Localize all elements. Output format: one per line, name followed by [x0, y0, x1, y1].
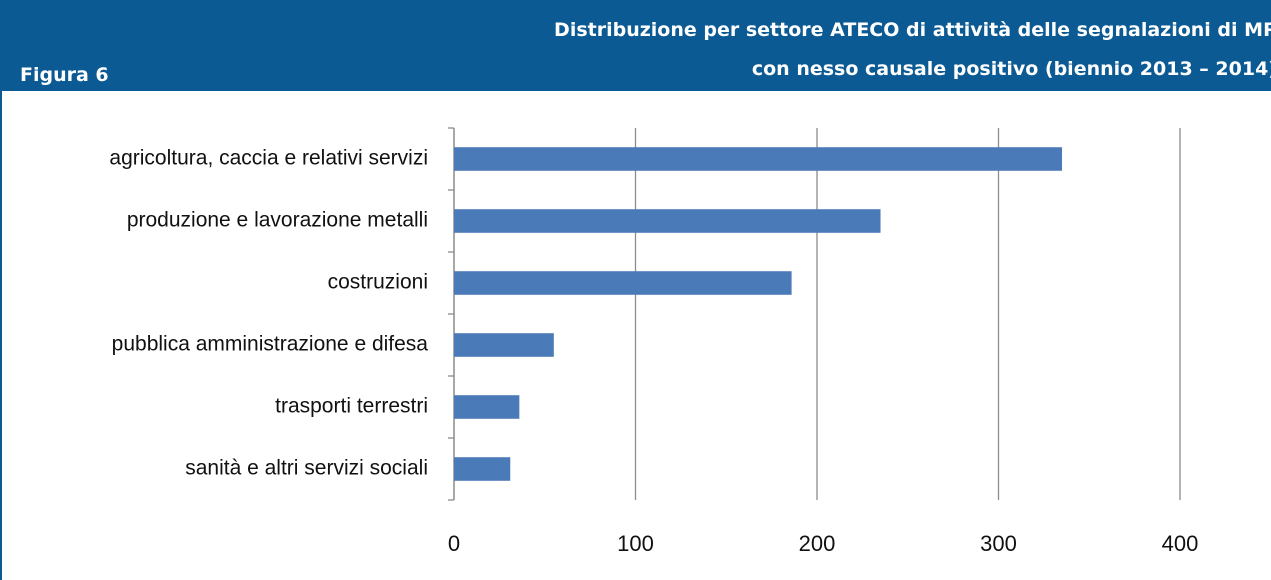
- header: Figura 6 Distribuzione per settore ATECO…: [0, 0, 1271, 91]
- y-tick-label: agricoltura, caccia e relativi servizi: [109, 147, 428, 170]
- x-tick-label: 200: [799, 531, 836, 556]
- y-tick-label: costruzioni: [328, 271, 428, 294]
- y-tick-label: sanità e altri servizi sociali: [185, 457, 428, 480]
- bar: [454, 333, 554, 357]
- x-tick-label: 300: [980, 531, 1017, 556]
- left-border: [0, 91, 2, 580]
- x-tick-label: 400: [1162, 531, 1199, 556]
- bar: [454, 457, 511, 481]
- bar: [454, 209, 881, 233]
- figure-label: Figura 6: [20, 64, 109, 86]
- bar: [454, 147, 1063, 171]
- title-line: Distribuzione per settore ATECO di attiv…: [554, 19, 1271, 41]
- x-tick-label: 0: [448, 531, 460, 556]
- x-tick-label: 100: [617, 531, 654, 556]
- bar: [454, 271, 792, 295]
- y-tick-label: trasporti terrestri: [275, 395, 428, 418]
- y-tick-label: pubblica amministrazione e difesa: [112, 333, 429, 356]
- bar: [454, 395, 520, 419]
- y-tick-label: produzione e lavorazione metalli: [127, 209, 428, 232]
- title-line: con nesso causale positivo (biennio 2013…: [751, 58, 1271, 80]
